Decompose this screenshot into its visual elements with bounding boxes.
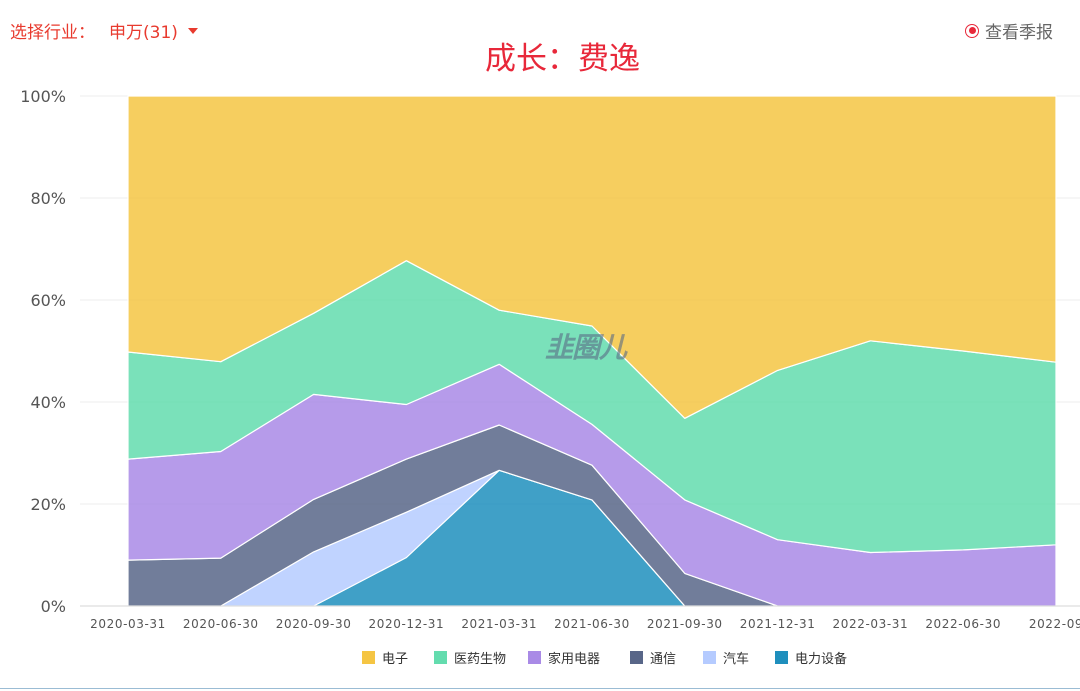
y-tick-label: 0% bbox=[41, 597, 66, 616]
caret-down-icon bbox=[187, 28, 198, 34]
legend-item-4[interactable]: 汽车 bbox=[703, 651, 749, 667]
industry-select[interactable]: 选择行业： 申万(31) bbox=[10, 18, 198, 43]
y-tick-label: 80% bbox=[30, 189, 66, 208]
legend-label: 电子 bbox=[382, 652, 408, 667]
legend-item-0[interactable]: 电子 bbox=[362, 651, 408, 667]
y-tick-label: 40% bbox=[30, 393, 66, 412]
x-tick-label: 2020-03-31 bbox=[90, 617, 166, 631]
legend-item-3[interactable]: 通信 bbox=[630, 651, 676, 667]
bottom-divider bbox=[0, 688, 1080, 689]
chart-title: 成长：费逸 bbox=[485, 41, 640, 77]
x-tick-label: 2022-03-31 bbox=[833, 617, 909, 631]
quarterly-report-toggle[interactable]: 查看季报 bbox=[965, 18, 1053, 43]
y-tick-label: 100% bbox=[20, 87, 66, 106]
industry-select-value: 申万(31) bbox=[109, 23, 178, 43]
x-tick-label: 2021-12-31 bbox=[740, 617, 816, 631]
quarterly-report-label: 查看季报 bbox=[985, 23, 1053, 43]
x-tick-label: 2021-09-30 bbox=[647, 617, 723, 631]
y-tick-label: 20% bbox=[30, 495, 66, 514]
legend-item-5[interactable]: 电力设备 bbox=[775, 651, 847, 667]
series-area-0 bbox=[127, 95, 1057, 419]
legend-swatch bbox=[775, 651, 788, 664]
legend-swatch bbox=[528, 651, 541, 664]
legend-label: 通信 bbox=[650, 652, 676, 667]
industry-select-label: 选择行业： bbox=[10, 23, 95, 43]
x-tick-label: 2020-12-31 bbox=[369, 617, 445, 631]
x-tick-label: 2021-03-31 bbox=[461, 617, 537, 631]
legend-label: 汽车 bbox=[723, 651, 749, 667]
legend-item-2[interactable]: 家用电器 bbox=[528, 651, 600, 667]
legend-item-1[interactable]: 医药生物 bbox=[434, 651, 506, 667]
legend-label: 医药生物 bbox=[454, 652, 506, 667]
legend-swatch bbox=[434, 651, 447, 664]
legend-swatch bbox=[703, 651, 716, 664]
legend-label: 家用电器 bbox=[548, 651, 600, 667]
x-tick-label: 2020-06-30 bbox=[183, 617, 259, 631]
x-tick-label: 2021-06-30 bbox=[554, 617, 630, 631]
legend-swatch bbox=[362, 651, 375, 664]
x-tick-label: 2022-06-30 bbox=[925, 617, 1001, 631]
y-tick-label: 60% bbox=[30, 291, 66, 310]
x-tick-label: 2022-09 bbox=[1029, 617, 1080, 631]
x-tick-label: 2020-09-30 bbox=[276, 617, 352, 631]
legend-swatch bbox=[630, 651, 643, 664]
watermark-logo: 韭圈儿 bbox=[545, 331, 627, 364]
radio-icon bbox=[965, 23, 979, 38]
legend-label: 电力设备 bbox=[795, 651, 847, 667]
